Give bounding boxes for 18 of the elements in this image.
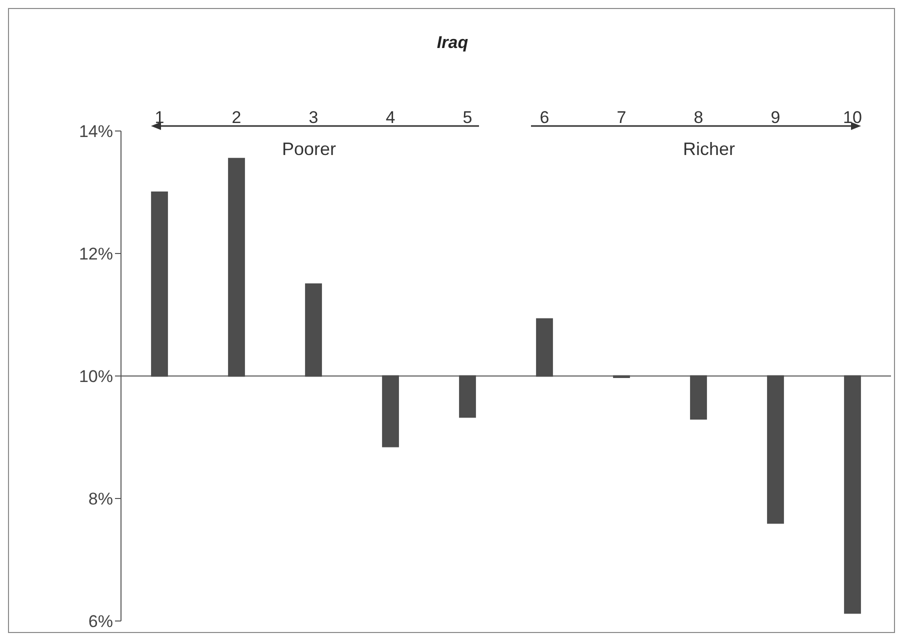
annotation: Richer: [682, 139, 736, 160]
x-tick-label: 9: [770, 108, 780, 127]
x-tick-label: 1: [154, 108, 164, 127]
x-tick-label: 3: [308, 108, 318, 127]
y-tick-label: 6%: [88, 612, 113, 632]
x-tick-label: 4: [386, 108, 396, 127]
y-tick-label: 12%: [78, 244, 113, 264]
chart-title: Iraq: [436, 33, 470, 53]
y-tick-label: 8%: [88, 490, 113, 509]
x-tick-label: 8: [694, 108, 704, 127]
x-tick-label: 2: [232, 108, 242, 127]
x-tick-label: 5: [462, 108, 472, 127]
x-tick-label: 7: [616, 108, 626, 127]
y-tick-label: 10%: [78, 367, 113, 386]
x-tick-label: 10: [843, 108, 862, 127]
annotation: Poorer: [280, 139, 338, 160]
x-tick-label: 6: [540, 108, 550, 127]
y-tick-label: 14%: [78, 122, 113, 142]
